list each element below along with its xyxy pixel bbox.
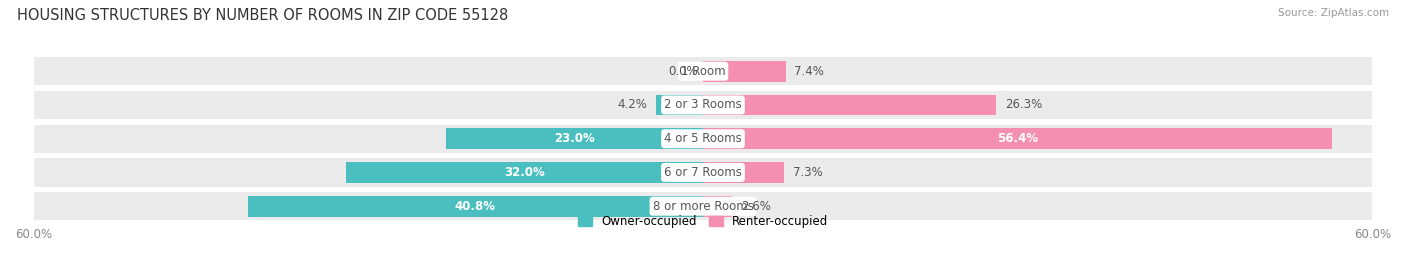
Text: 7.3%: 7.3% <box>793 166 823 179</box>
Bar <box>446 128 703 149</box>
Text: Source: ZipAtlas.com: Source: ZipAtlas.com <box>1278 8 1389 18</box>
Text: 4 or 5 Rooms: 4 or 5 Rooms <box>664 132 742 145</box>
Bar <box>34 192 1372 220</box>
Bar <box>703 128 1333 149</box>
Bar <box>34 158 1372 187</box>
Text: 4.2%: 4.2% <box>617 98 647 111</box>
Text: 6 or 7 Rooms: 6 or 7 Rooms <box>664 166 742 179</box>
Legend: Owner-occupied, Renter-occupied: Owner-occupied, Renter-occupied <box>572 210 834 233</box>
Text: 26.3%: 26.3% <box>1005 98 1043 111</box>
Bar <box>703 61 786 82</box>
Bar <box>657 94 703 115</box>
Text: 8 or more Rooms: 8 or more Rooms <box>652 200 754 213</box>
Text: 1 Room: 1 Room <box>681 65 725 78</box>
Bar <box>703 162 785 183</box>
Text: 0.0%: 0.0% <box>668 65 697 78</box>
Text: 32.0%: 32.0% <box>505 166 546 179</box>
Text: 23.0%: 23.0% <box>554 132 595 145</box>
Text: 40.8%: 40.8% <box>456 200 496 213</box>
Text: 56.4%: 56.4% <box>997 132 1038 145</box>
Text: 7.4%: 7.4% <box>794 65 824 78</box>
Text: HOUSING STRUCTURES BY NUMBER OF ROOMS IN ZIP CODE 55128: HOUSING STRUCTURES BY NUMBER OF ROOMS IN… <box>17 8 508 23</box>
Bar <box>703 94 997 115</box>
Bar <box>34 125 1372 153</box>
Bar <box>247 196 703 217</box>
Text: 2.6%: 2.6% <box>741 200 770 213</box>
Bar <box>703 196 733 217</box>
Bar <box>34 57 1372 85</box>
Text: 2 or 3 Rooms: 2 or 3 Rooms <box>664 98 742 111</box>
Bar <box>346 162 703 183</box>
Bar <box>34 91 1372 119</box>
